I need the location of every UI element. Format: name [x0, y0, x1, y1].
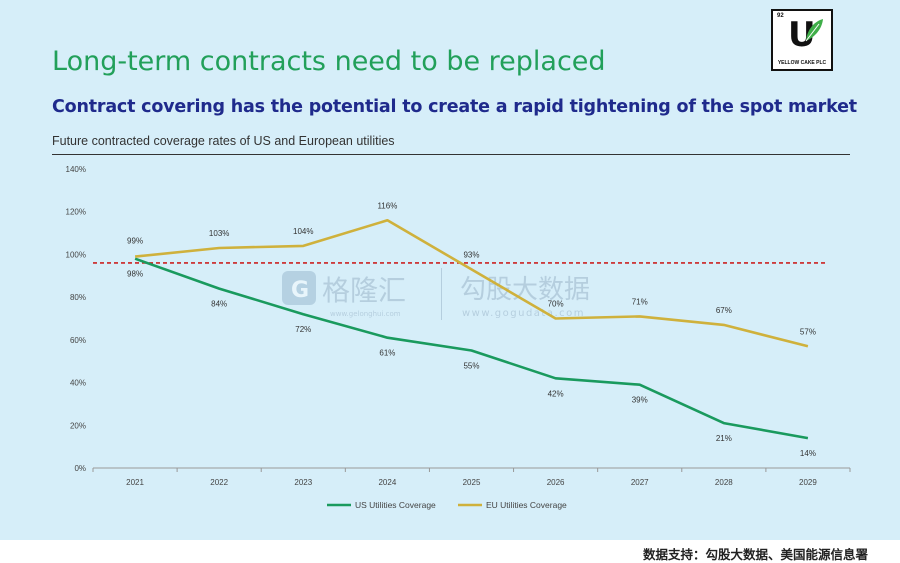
series-layer: 98% 84% 72% 61% 55% 42% 39% 21% 14% 99% 103% 104% 11…: [127, 201, 816, 458]
eu-data-label: 93%: [463, 250, 479, 259]
company-logo: 92 U YELLOW CAKE PLC: [771, 9, 833, 71]
us-data-label: 55%: [463, 362, 479, 371]
x-tick-label: 2029: [799, 478, 817, 487]
us-legend-label: US Utilities Coverage: [355, 500, 436, 510]
watermark-left-name: 格隆汇: [322, 274, 406, 307]
x-tick-label: 2021: [126, 478, 144, 487]
slide-title: Long-term contracts need to be replaced: [52, 46, 606, 77]
y-axis: 0% 20% 40% 60% 80% 100% 120% 140%: [66, 165, 86, 473]
watermark: G 格隆汇 www.gelonghui.com 勾股大数据 www.goguda…: [282, 268, 590, 320]
x-tick-label: 2022: [210, 478, 228, 487]
eu-data-label: 116%: [377, 201, 397, 210]
eu-legend-label: EU Utilities Coverage: [486, 500, 567, 510]
eu-data-label: 104%: [293, 227, 313, 236]
x-tick-label: 2025: [463, 478, 481, 487]
y-tick-label: 60%: [70, 336, 86, 345]
logo-number: 92: [777, 13, 784, 19]
us-data-label: 21%: [716, 434, 732, 443]
slide-subtitle: Contract covering has the potential to c…: [52, 97, 857, 117]
coverage-line-chart: G 格隆汇 www.gelonghui.com 勾股大数据 www.goguda…: [66, 165, 851, 510]
eu-data-label: 71%: [632, 297, 648, 306]
us-data-label: 84%: [211, 300, 227, 309]
y-tick-label: 120%: [66, 208, 86, 217]
caption-divider: [52, 154, 850, 155]
chart-caption: Future contracted coverage rates of US a…: [52, 134, 395, 148]
eu-data-label: 99%: [127, 237, 143, 246]
legend: US Utilities Coverage EU Utilities Covera…: [327, 500, 567, 510]
us-data-label: 14%: [800, 449, 816, 458]
x-tick-label: 2027: [631, 478, 649, 487]
data-source: 数据支持：勾股大数据、美国能源信息署: [642, 547, 868, 562]
watermark-left-url: www.gelonghui.com: [330, 310, 401, 318]
y-tick-label: 20%: [70, 421, 86, 430]
x-tick-label: 2024: [378, 478, 396, 487]
eu-series: 99% 103% 104% 116% 93% 70% 71% 67% 57%: [127, 201, 816, 348]
eu-data-label: 70%: [548, 300, 564, 309]
y-tick-label: 40%: [70, 379, 86, 388]
y-tick-label: 0%: [74, 464, 86, 473]
us-data-label: 42%: [548, 389, 564, 398]
eu-data-label: 103%: [209, 229, 229, 238]
x-tick-label: 2026: [547, 478, 565, 487]
watermark-right-url: www.gogudata.com: [462, 308, 585, 319]
x-tick-label: 2028: [715, 478, 733, 487]
us-series-line: [134, 257, 809, 440]
us-data-label: 61%: [379, 349, 395, 358]
y-tick-label: 140%: [66, 165, 86, 174]
x-tick-label: 2023: [294, 478, 312, 487]
y-tick-label: 80%: [70, 293, 86, 302]
y-tick-label: 100%: [66, 250, 86, 259]
leaf-icon: [805, 19, 823, 42]
eu-data-label: 57%: [800, 327, 816, 336]
slide: Long-term contracts need to be replaced …: [0, 0, 900, 540]
us-series: 98% 84% 72% 61% 55% 42% 39% 21% 14%: [127, 257, 816, 458]
x-axis-ticks: 2021 2022 2023 2024 2025 2026 2027 2028 2029: [92, 468, 851, 487]
watermark-logo-glyph: G: [291, 278, 309, 303]
logo-company-name: YELLOW CAKE PLC: [777, 60, 827, 66]
watermark-divider: [441, 268, 442, 320]
watermark-logo-icon: [282, 271, 316, 305]
us-data-label: 98%: [127, 270, 143, 279]
eu-data-label: 67%: [716, 306, 732, 315]
us-data-label: 72%: [295, 325, 311, 334]
us-data-label: 39%: [632, 396, 648, 405]
eu-series-line: [134, 219, 809, 348]
